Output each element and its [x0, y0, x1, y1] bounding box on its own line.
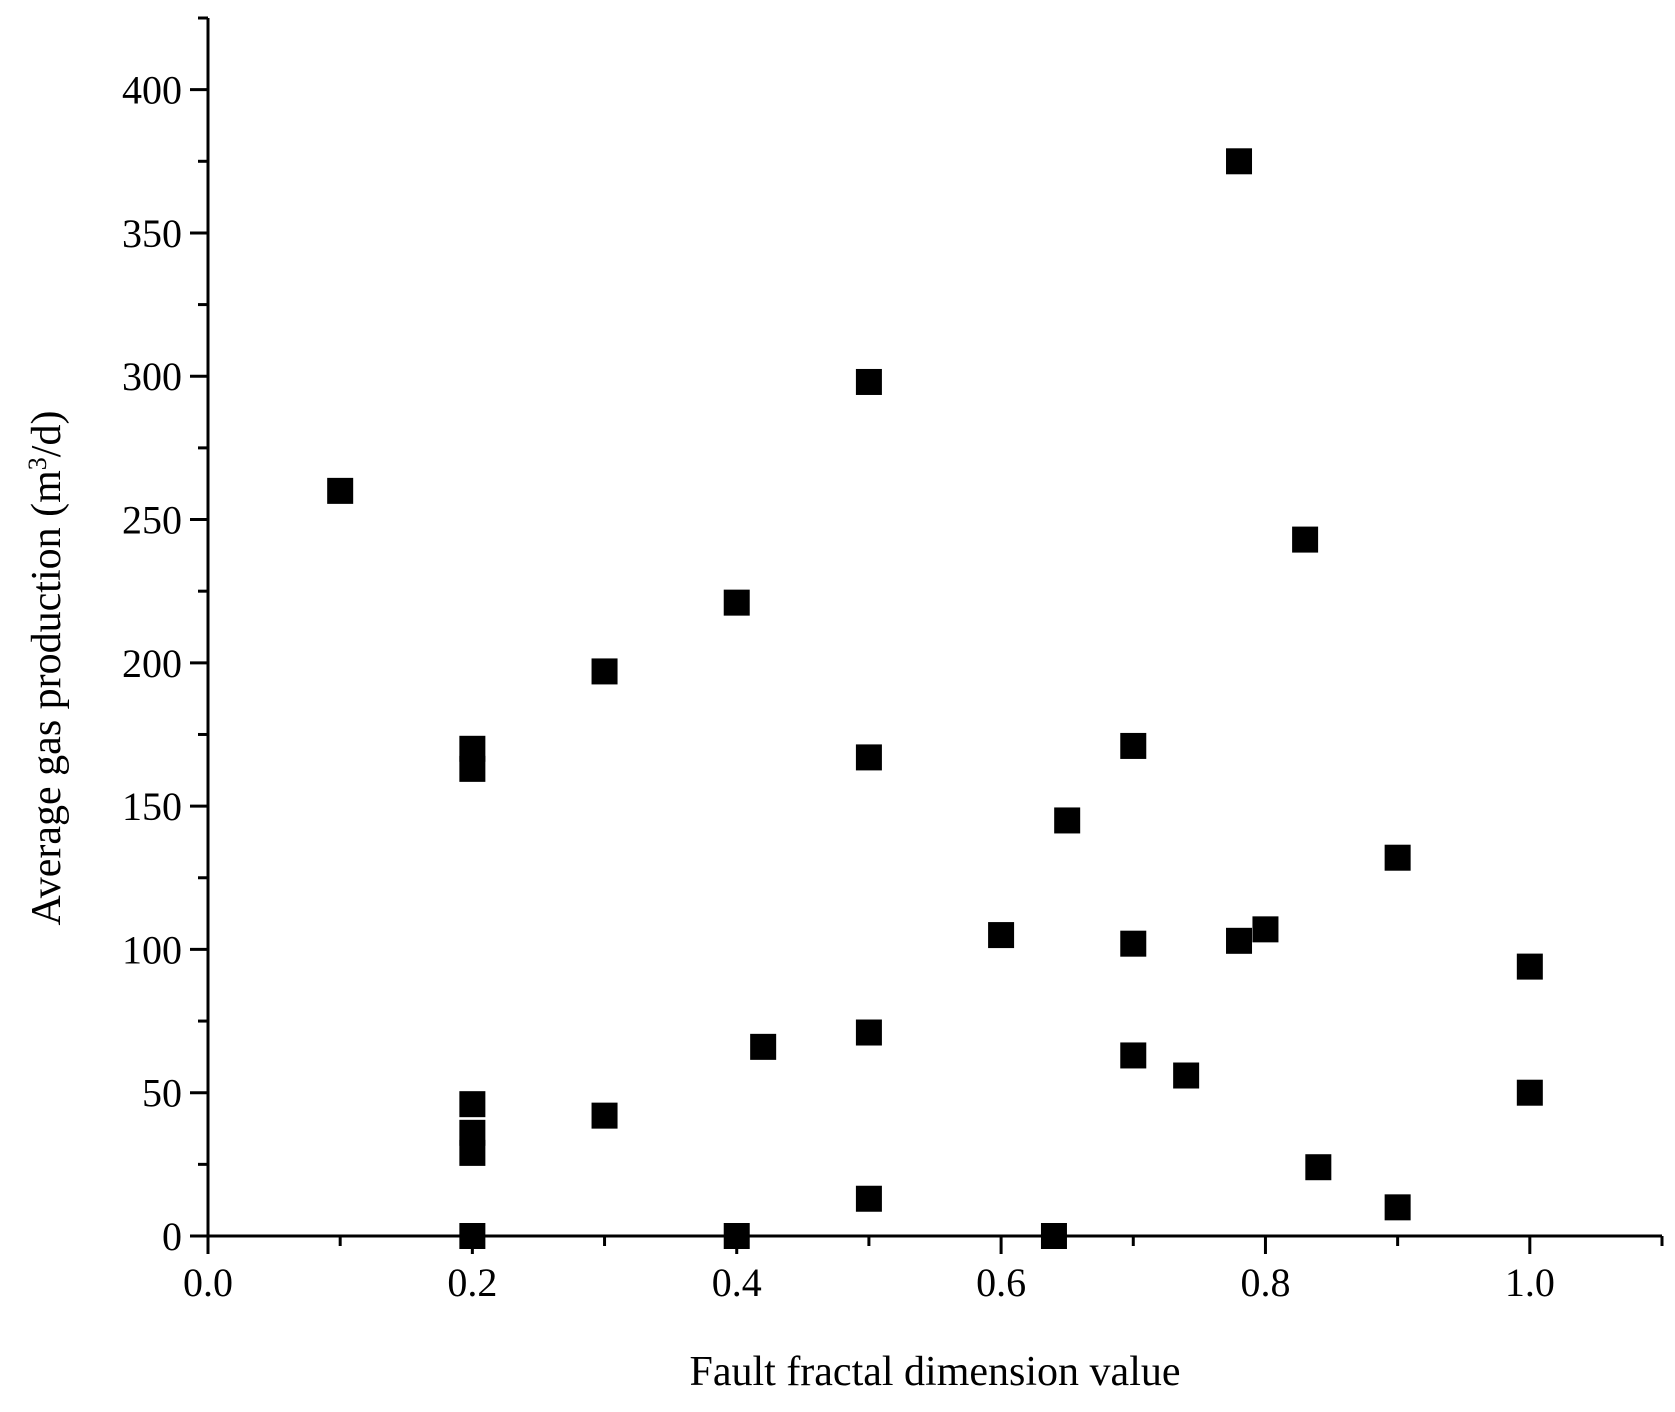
data-point: [1384, 1194, 1411, 1221]
data-point: [855, 368, 882, 395]
data-markers: [327, 148, 1543, 1249]
data-point: [1120, 732, 1147, 759]
data-point: [855, 1185, 882, 1212]
data-point: [591, 658, 618, 685]
x-tick-label: 0.8: [1240, 1260, 1290, 1305]
y-tick-label: 300: [122, 354, 182, 399]
data-point: [988, 922, 1015, 949]
y-tick-label: 150: [122, 784, 182, 829]
data-point: [750, 1033, 777, 1060]
data-point: [1120, 1042, 1147, 1069]
x-tick-label: 0.2: [447, 1260, 497, 1305]
y-axis-title-superscript: 3: [23, 457, 52, 470]
x-tick-label: 0.4: [712, 1260, 762, 1305]
data-point: [1054, 807, 1081, 834]
data-point: [1384, 844, 1411, 871]
y-tick-label: 100: [122, 927, 182, 972]
data-point: [327, 477, 354, 504]
data-point: [855, 744, 882, 771]
data-point: [1252, 916, 1279, 943]
y-tick-label: 250: [122, 498, 182, 543]
plot-area: [206, 18, 1662, 1238]
data-point: [1173, 1062, 1200, 1089]
x-tick-label: 0.6: [976, 1260, 1026, 1305]
data-point: [1226, 927, 1253, 954]
y-axis-title: Average gas production (m3/d): [23, 411, 71, 926]
y-axis-title-prefix: Average gas production (m: [24, 470, 70, 926]
y-tick-label: 200: [122, 641, 182, 686]
data-point: [459, 1139, 486, 1166]
data-point: [723, 589, 750, 616]
y-tick-label: 350: [122, 211, 182, 256]
data-point: [1516, 953, 1543, 980]
x-axis-ticks: 0.0 0.2 0.4 0.6 0.8 1.0: [183, 1236, 1664, 1305]
y-axis-ticks: 0 50 100 150 200 250 300 350 400: [122, 16, 208, 1259]
data-point: [459, 1091, 486, 1118]
data-point: [459, 755, 486, 782]
data-point: [1040, 1223, 1067, 1249]
data-point: [855, 1019, 882, 1046]
y-tick-label: 50: [142, 1071, 182, 1116]
x-tick-label: 0.0: [183, 1260, 233, 1305]
data-point: [591, 1102, 618, 1129]
data-point: [1226, 148, 1253, 175]
y-axis-title-suffix: /d): [24, 411, 70, 458]
data-point: [1120, 930, 1147, 957]
y-tick-label: 0: [162, 1214, 182, 1259]
data-point: [1516, 1079, 1543, 1106]
data-point: [1305, 1154, 1332, 1181]
x-tick-label: 1.0: [1505, 1260, 1555, 1305]
x-axis-title: Fault fractal dimension value: [689, 1349, 1180, 1395]
y-tick-label: 400: [122, 68, 182, 113]
data-point: [1292, 526, 1319, 553]
